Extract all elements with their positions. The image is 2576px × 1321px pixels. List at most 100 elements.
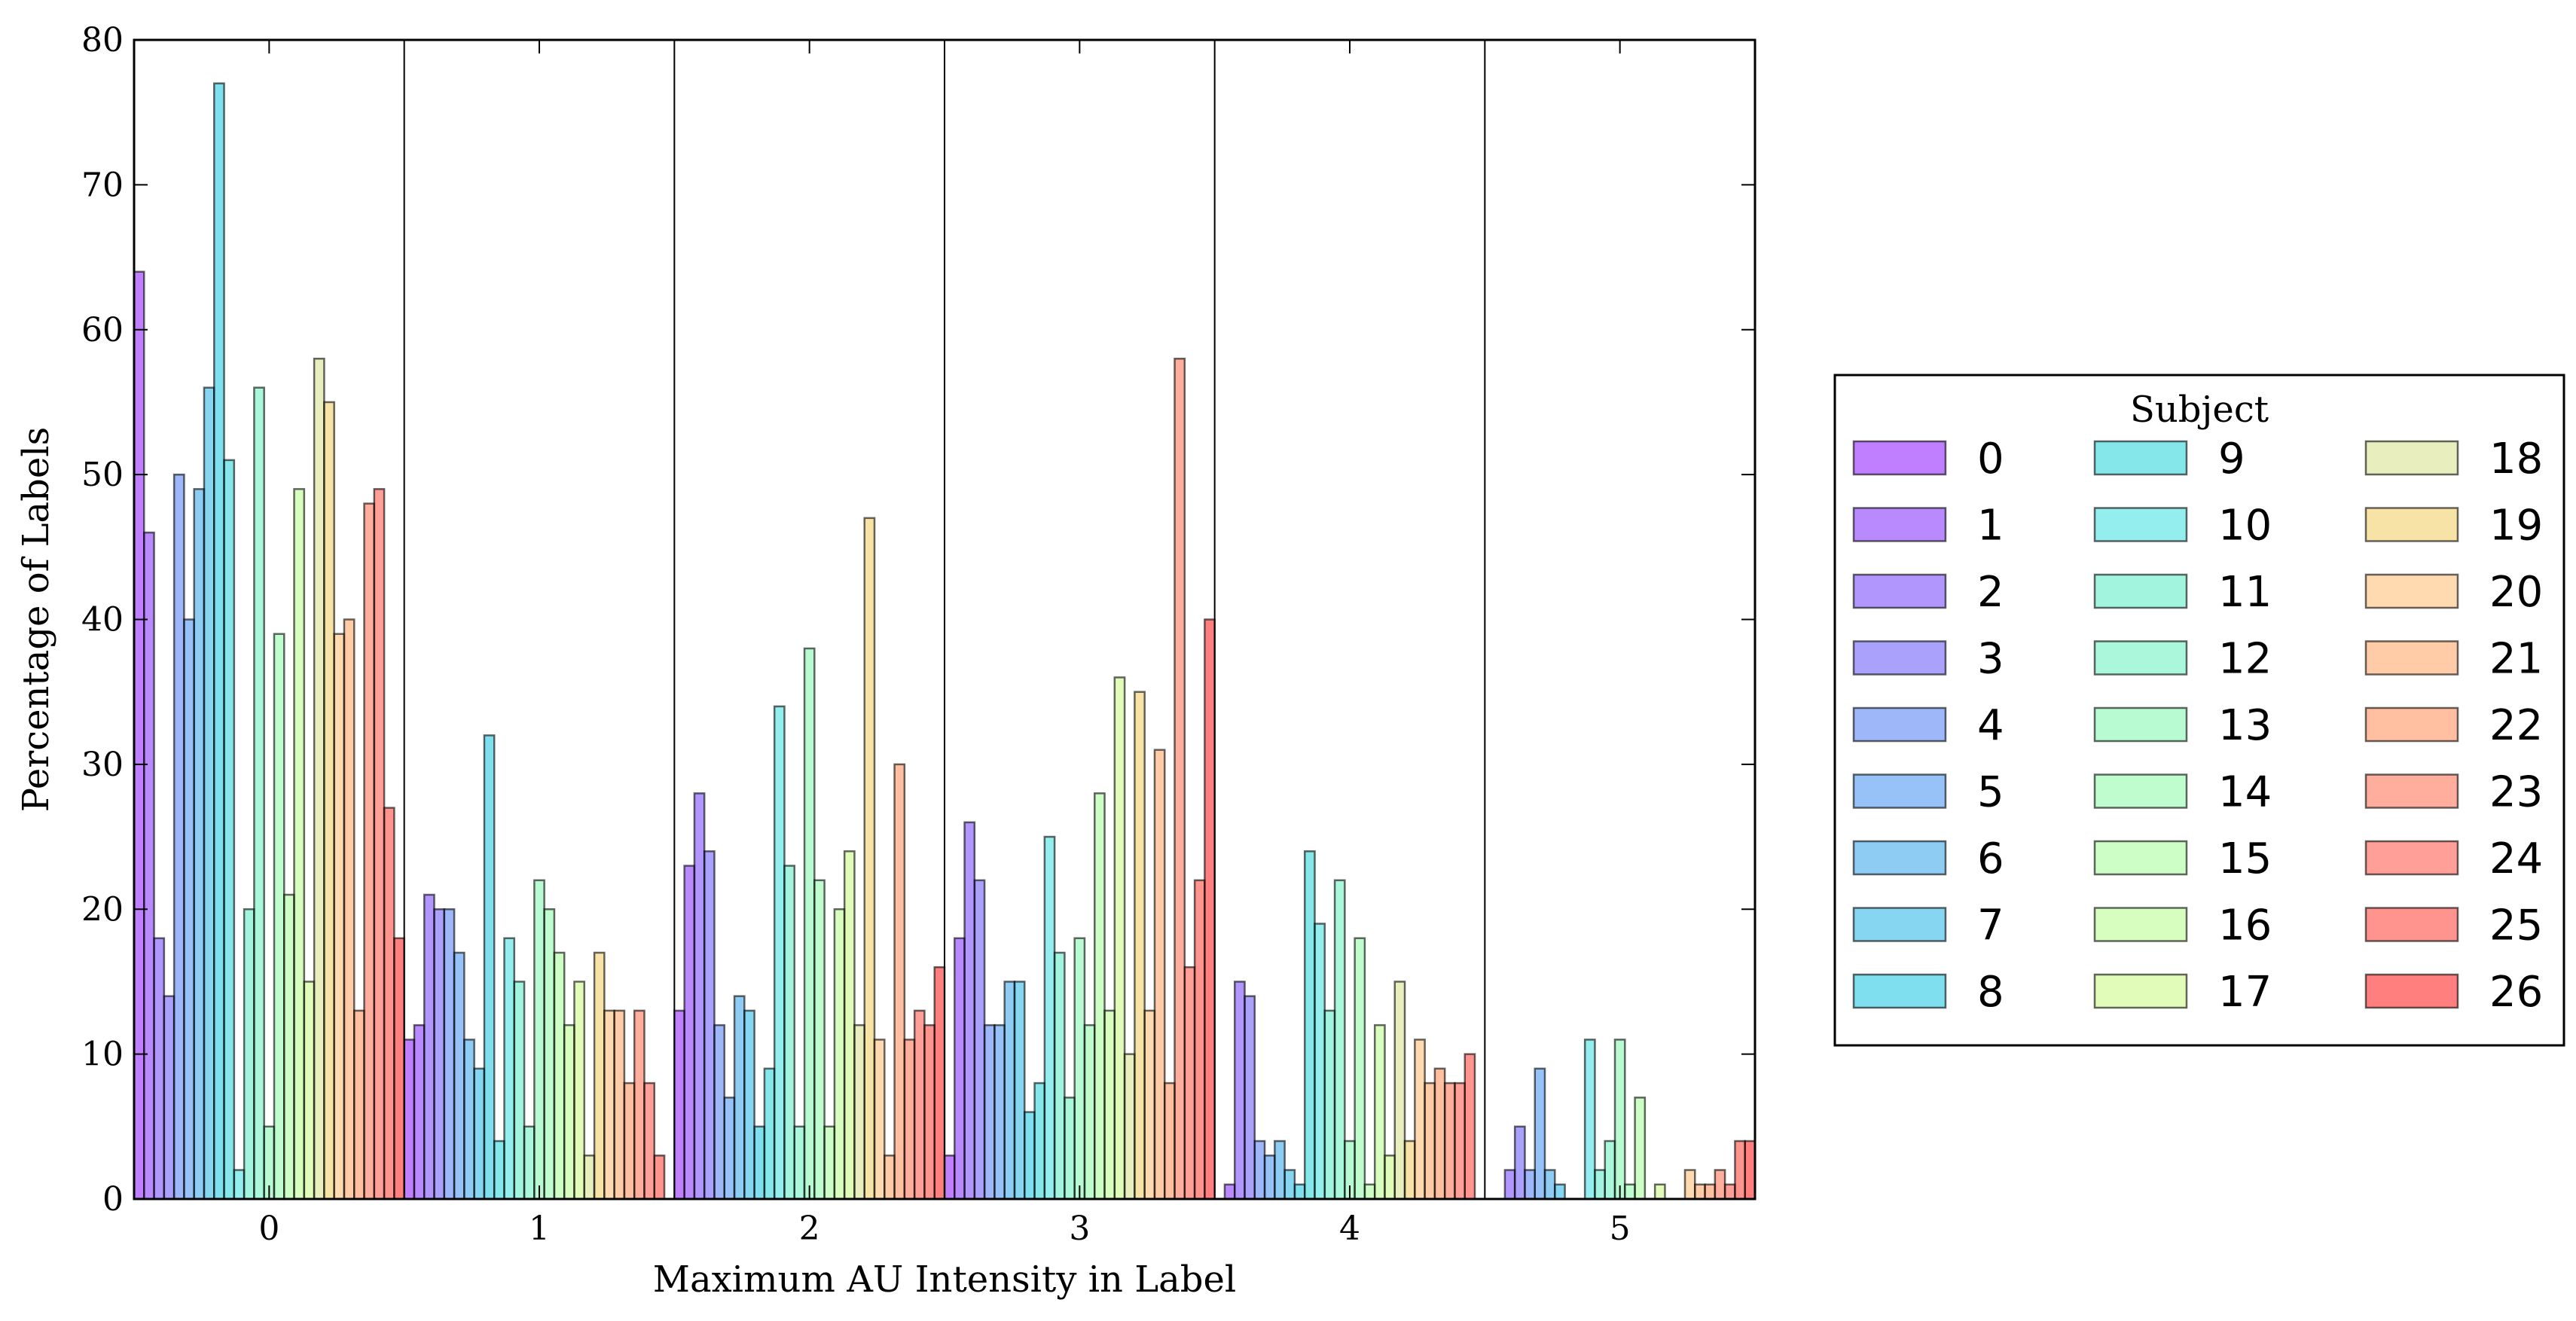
x-tick-label: 1 <box>529 1210 550 1248</box>
bar-subject-16-intensity-0 <box>293 488 306 1200</box>
bar-subject-11-intensity-2 <box>783 865 795 1200</box>
legend-label-5: 5 <box>1977 768 2004 817</box>
bar-subject-7-intensity-2 <box>743 1009 755 1200</box>
legend-label-23: 23 <box>2489 768 2543 817</box>
bar-subject-4-intensity-0 <box>172 473 185 1200</box>
bar-subject-16-intensity-1 <box>563 1024 575 1200</box>
bar-subject-24-intensity-3 <box>1183 966 1196 1200</box>
y-tick-label: 0 <box>102 1180 124 1219</box>
bar-subject-15-intensity-3 <box>1094 792 1106 1200</box>
bar-subject-4-intensity-1 <box>443 908 456 1200</box>
legend-label-3: 3 <box>1977 635 2004 684</box>
legend-label-16: 16 <box>2218 902 2272 950</box>
legend-swatch-16 <box>2093 907 2188 942</box>
bar-subject-7-intensity-4 <box>1283 1169 1296 1200</box>
legend-label-26: 26 <box>2489 968 2543 1017</box>
bar-subject-10-intensity-2 <box>773 705 786 1200</box>
bar-subject-5-intensity-1 <box>453 951 465 1200</box>
bar-subject-16-intensity-3 <box>1103 1009 1116 1200</box>
bar-subject-4-intensity-5 <box>1524 1169 1536 1200</box>
bar-subject-22-intensity-5 <box>1704 1183 1717 1200</box>
bar-subject-23-intensity-4 <box>1443 1082 1456 1200</box>
bar-subject-18-intensity-3 <box>1123 1053 1136 1200</box>
bar-subject-9-intensity-2 <box>763 1067 776 1200</box>
bar-subject-26-intensity-0 <box>393 937 405 1200</box>
legend-label-11: 11 <box>2218 568 2272 617</box>
bar-subject-9-intensity-3 <box>1033 1082 1046 1200</box>
y-tick-label: 40 <box>81 601 124 639</box>
legend-swatch-5 <box>1852 773 1947 809</box>
bar-subject-14-intensity-0 <box>273 633 285 1200</box>
bar-subject-14-intensity-3 <box>1083 1024 1096 1200</box>
bar-subject-25-intensity-2 <box>923 1024 935 1200</box>
y-tick-label: 70 <box>81 166 124 204</box>
bar-subject-11-intensity-0 <box>243 908 255 1200</box>
bar-subject-8-intensity-3 <box>1024 1111 1036 1200</box>
bar-subject-13-intensity-5 <box>1613 1039 1626 1200</box>
bar-subject-17-intensity-1 <box>573 981 586 1200</box>
bar-subject-15-intensity-0 <box>283 893 295 1200</box>
bar-subject-6-intensity-3 <box>1003 981 1016 1200</box>
bar-subject-18-intensity-1 <box>583 1155 596 1200</box>
bar-subject-15-intensity-1 <box>553 951 566 1200</box>
bar-subject-12-intensity-1 <box>523 1125 536 1200</box>
bar-subject-9-intensity-4 <box>1303 850 1316 1200</box>
bar-subject-21-intensity-1 <box>613 1009 626 1200</box>
bar-subject-1-intensity-3 <box>954 937 966 1200</box>
bar-subject-3-intensity-1 <box>433 908 446 1200</box>
bar-subject-13-intensity-3 <box>1073 937 1086 1200</box>
bar-subject-0-intensity-2 <box>673 1009 685 1200</box>
bar-subject-26-intensity-3 <box>1204 618 1216 1200</box>
x-tick-label: 2 <box>799 1210 820 1248</box>
bar-subject-4-intensity-2 <box>713 1024 725 1200</box>
bar-subject-15-intensity-4 <box>1363 1183 1376 1200</box>
bar-subject-24-intensity-2 <box>913 1009 926 1200</box>
bar-subject-22-intensity-1 <box>623 1082 636 1200</box>
bar-subject-10-intensity-4 <box>1314 923 1326 1200</box>
bar-subject-4-intensity-3 <box>983 1024 996 1200</box>
bar-subject-0-intensity-3 <box>943 1155 956 1200</box>
legend-label-10: 10 <box>2218 502 2272 551</box>
bar-subject-17-intensity-3 <box>1113 676 1126 1200</box>
category-separators <box>403 40 1486 1199</box>
bar-subject-12-intensity-2 <box>793 1125 806 1200</box>
bar-subject-2-intensity-1 <box>423 893 435 1200</box>
legend-swatch-6 <box>1852 840 1947 876</box>
y-tick-label: 30 <box>81 746 124 784</box>
y-tick-label: 50 <box>81 456 124 494</box>
bar-subject-7-intensity-3 <box>1013 981 1026 1200</box>
legend-label-19: 19 <box>2489 502 2543 551</box>
bar-subject-24-intensity-1 <box>643 1082 656 1200</box>
legend-label-1: 1 <box>1977 502 2004 551</box>
bar-subject-19-intensity-1 <box>593 951 606 1200</box>
bar-subject-23-intensity-5 <box>1714 1169 1726 1200</box>
bar-subject-18-intensity-0 <box>313 357 325 1200</box>
legend-swatch-10 <box>2093 507 2188 542</box>
bar-subject-22-intensity-3 <box>1164 1082 1176 1200</box>
legend-swatch-14 <box>2093 773 2188 809</box>
bar-subject-8-intensity-2 <box>753 1125 766 1200</box>
legend-label-24: 24 <box>2489 834 2543 883</box>
bar-subject-21-intensity-0 <box>343 618 356 1200</box>
bar-subject-10-intensity-1 <box>503 937 516 1200</box>
bar-subject-25-intensity-5 <box>1734 1139 1746 1200</box>
bar-subject-12-intensity-5 <box>1604 1139 1616 1200</box>
x-tick-label: 5 <box>1610 1210 1631 1248</box>
bar-subject-23-intensity-3 <box>1174 357 1186 1200</box>
legend-swatch-21 <box>2364 640 2459 676</box>
y-tick-label: 80 <box>81 21 124 59</box>
bar-subject-19-intensity-4 <box>1403 1139 1416 1200</box>
bar-subject-8-intensity-1 <box>483 734 496 1200</box>
bar-subject-3-intensity-2 <box>703 850 716 1200</box>
bar-subject-14-intensity-2 <box>813 879 826 1200</box>
legend-swatch-23 <box>2364 773 2459 809</box>
bar-subject-26-intensity-2 <box>933 966 946 1200</box>
legend-swatch-3 <box>1852 640 1947 676</box>
bar-subject-24-intensity-4 <box>1454 1082 1467 1200</box>
bar-subject-19-intensity-3 <box>1134 691 1146 1200</box>
bar-subject-2-intensity-3 <box>963 821 976 1200</box>
bar-subject-20-intensity-2 <box>873 1039 886 1200</box>
bar-subject-15-intensity-2 <box>823 1125 836 1200</box>
bar-subject-13-intensity-2 <box>803 647 816 1200</box>
bar-subject-5-intensity-2 <box>723 1097 736 1200</box>
